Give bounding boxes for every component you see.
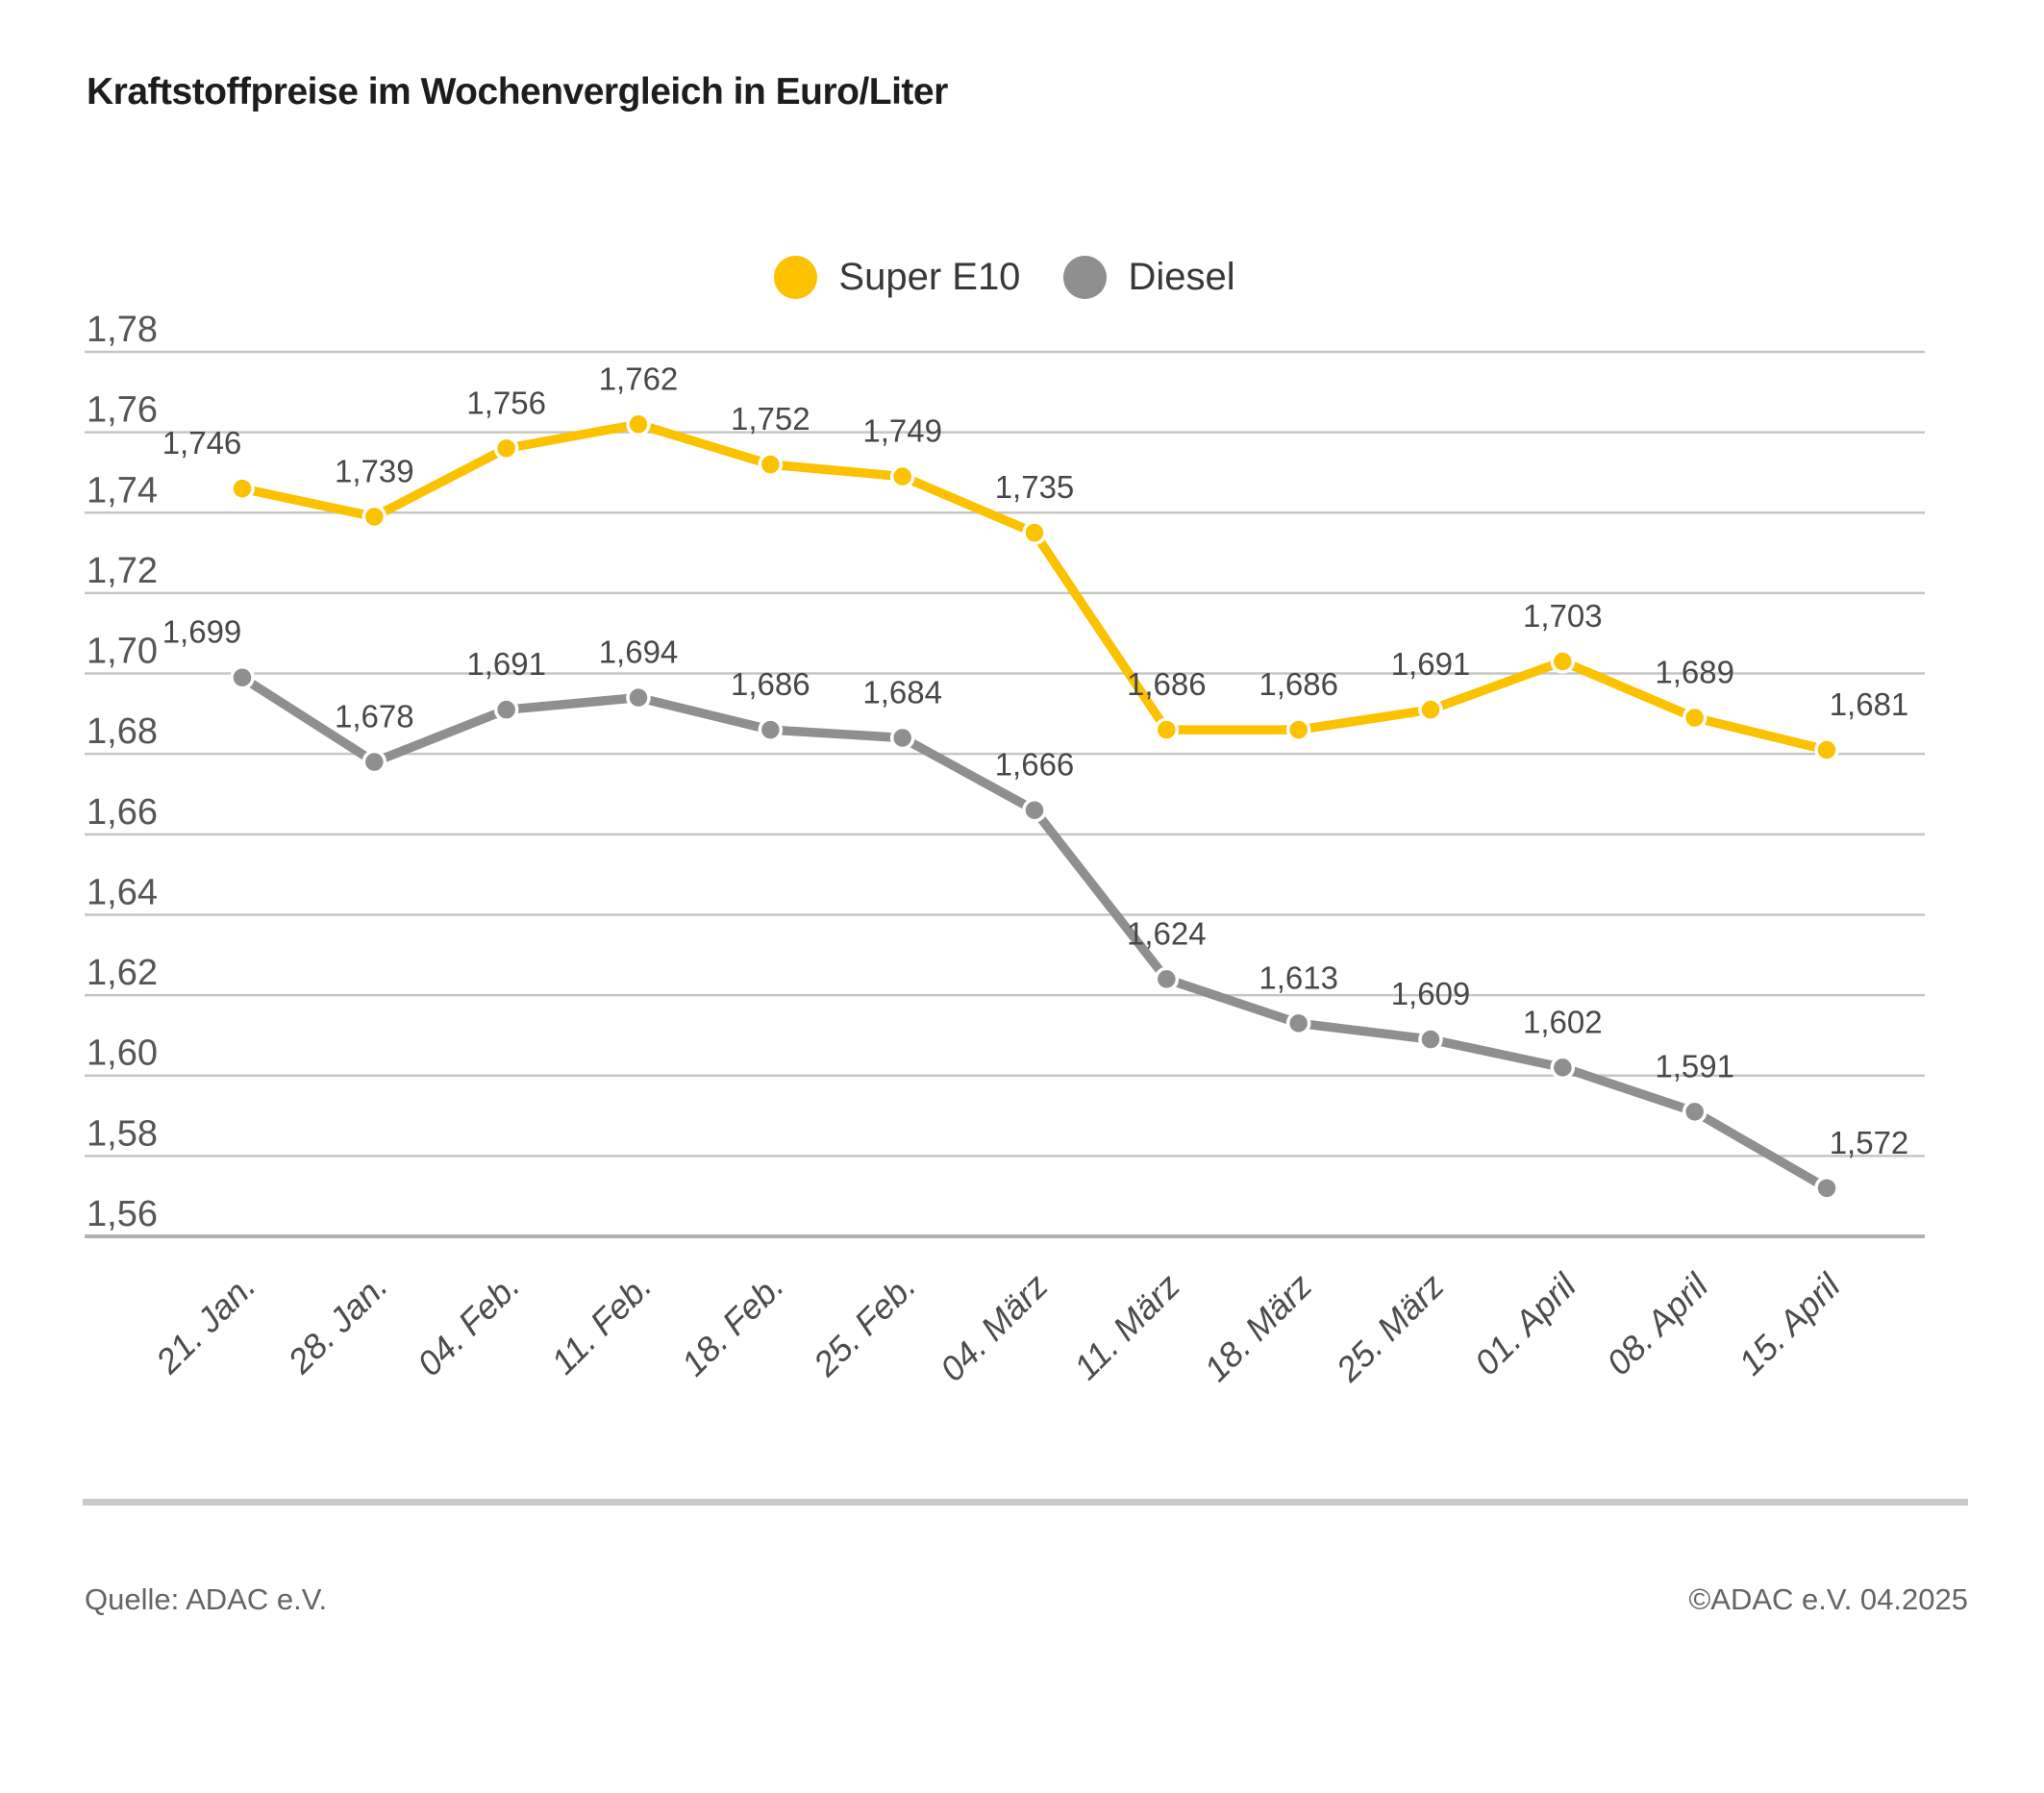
- data-point[interactable]: [1022, 797, 1047, 823]
- diesel-dot-icon: [1063, 256, 1108, 299]
- data-label: 1,686: [731, 666, 810, 702]
- data-point[interactable]: [230, 476, 255, 501]
- data-label: 1,703: [1523, 598, 1603, 634]
- data-label: 1,572: [1830, 1125, 1909, 1160]
- x-tick-label: 01. April: [1467, 1265, 1584, 1382]
- x-tick-label: 04. März: [933, 1266, 1056, 1389]
- data-label: 1,686: [1259, 666, 1338, 702]
- data-label: 1,756: [466, 385, 546, 420]
- x-tick-label: 28. Jan.: [280, 1266, 395, 1382]
- y-tick-label: 1,64: [87, 872, 158, 912]
- data-point[interactable]: [493, 436, 519, 461]
- data-point[interactable]: [626, 685, 651, 710]
- y-tick-label: 1,66: [87, 792, 158, 833]
- data-point[interactable]: [361, 504, 387, 530]
- data-label: 1,684: [862, 674, 942, 710]
- data-point[interactable]: [1285, 1010, 1311, 1036]
- data-label: 1,739: [335, 453, 414, 488]
- data-label: 1,691: [1391, 646, 1471, 682]
- data-point[interactable]: [889, 463, 915, 489]
- data-label: 1,609: [1391, 976, 1471, 1011]
- legend-item-super-e10[interactable]: Super E10: [774, 256, 1020, 299]
- data-point[interactable]: [361, 749, 387, 775]
- y-tick-label: 1,74: [87, 470, 158, 511]
- data-label: 1,752: [731, 401, 810, 436]
- data-label: 1,735: [995, 469, 1075, 505]
- x-tick-label: 21. Jan.: [147, 1266, 262, 1382]
- data-label: 1,746: [162, 425, 242, 461]
- data-label: 1,602: [1523, 1004, 1603, 1039]
- data-point[interactable]: [1550, 1055, 1576, 1081]
- x-tick-label: 04. Feb.: [410, 1266, 527, 1383]
- data-label: 1,591: [1655, 1048, 1734, 1083]
- data-point[interactable]: [1154, 717, 1180, 742]
- y-tick-label: 1,62: [87, 953, 158, 993]
- data-point[interactable]: [1022, 520, 1047, 545]
- chart-legend: Super E10 Diesel: [85, 256, 1925, 299]
- legend-label-super-e10: Super E10: [838, 256, 1021, 298]
- data-label: 1,694: [599, 635, 679, 670]
- x-tick-label: 11. Feb.: [543, 1266, 660, 1382]
- y-tick-label: 1,78: [87, 310, 158, 350]
- data-point[interactable]: [1682, 1099, 1707, 1125]
- data-point[interactable]: [1285, 717, 1311, 742]
- data-label: 1,686: [1127, 666, 1207, 702]
- data-point[interactable]: [1418, 1027, 1443, 1052]
- x-tick-label: 25. Feb.: [805, 1266, 923, 1384]
- data-point[interactable]: [758, 452, 784, 477]
- data-point[interactable]: [493, 697, 519, 722]
- data-label: 1,691: [466, 646, 546, 682]
- legend-label-diesel: Diesel: [1128, 256, 1235, 298]
- y-tick-label: 1,70: [87, 632, 158, 672]
- data-label: 1,613: [1259, 959, 1338, 995]
- y-tick-label: 1,56: [87, 1194, 158, 1234]
- data-label: 1,762: [599, 361, 679, 396]
- y-tick-label: 1,72: [87, 551, 158, 591]
- data-point[interactable]: [1814, 1176, 1839, 1201]
- data-label: 1,681: [1830, 686, 1909, 722]
- data-point[interactable]: [626, 411, 651, 437]
- x-tick-label: 25. März: [1328, 1266, 1452, 1390]
- data-label: 1,624: [1127, 915, 1207, 951]
- page-title: Kraftstoffpreise im Wochenvergleich in E…: [87, 71, 948, 112]
- data-label: 1,689: [1655, 655, 1734, 690]
- y-tick-label: 1,76: [87, 390, 158, 431]
- source-note: Quelle: ADAC e.V.: [85, 1582, 328, 1616]
- y-tick-label: 1,60: [87, 1033, 158, 1074]
- x-tick-label: 18. Feb.: [674, 1266, 791, 1383]
- fuel-price-line-chart: 1,78 1,76 1,74 1,72 1,70 1,68 1,66 1,64 1,62 1,60…: [85, 310, 1925, 1390]
- data-label: 1,678: [335, 699, 414, 735]
- x-tick-label: 08. April: [1599, 1265, 1716, 1382]
- data-point[interactable]: [1418, 697, 1443, 722]
- data-point[interactable]: [1550, 649, 1576, 674]
- copyright-note: ©ADAC e.V. 04.2025: [1688, 1582, 1968, 1616]
- data-point[interactable]: [758, 717, 784, 742]
- x-tick-label: 15. April: [1731, 1265, 1848, 1382]
- legend-item-diesel[interactable]: Diesel: [1063, 256, 1235, 299]
- x-tick-label: 11. März: [1066, 1266, 1187, 1387]
- footer-divider: [83, 1499, 1968, 1506]
- data-label: 1,699: [162, 614, 242, 650]
- y-tick-label: 1,68: [87, 711, 158, 752]
- y-tick-label: 1,58: [87, 1113, 158, 1154]
- data-label: 1,749: [862, 413, 942, 449]
- data-point[interactable]: [1154, 966, 1180, 992]
- x-tick-label: 18. März: [1196, 1266, 1319, 1389]
- data-point[interactable]: [889, 725, 915, 751]
- super-e10-dot-icon: [774, 256, 818, 299]
- data-label: 1,666: [995, 747, 1075, 783]
- data-point[interactable]: [1814, 737, 1839, 762]
- data-point[interactable]: [1682, 705, 1707, 731]
- data-point[interactable]: [230, 664, 255, 690]
